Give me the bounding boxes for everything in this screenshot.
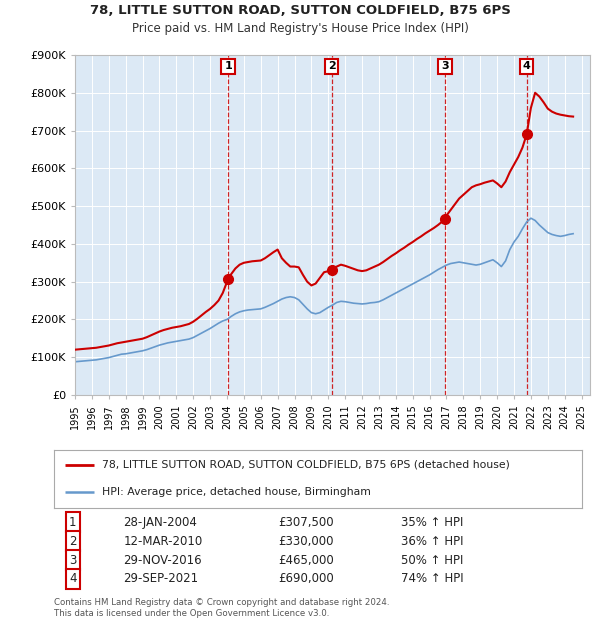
Text: £465,000: £465,000	[278, 554, 334, 567]
Text: 29-NOV-2016: 29-NOV-2016	[124, 554, 202, 567]
Text: This data is licensed under the Open Government Licence v3.0.: This data is licensed under the Open Gov…	[54, 609, 329, 618]
Text: 78, LITTLE SUTTON ROAD, SUTTON COLDFIELD, B75 6PS: 78, LITTLE SUTTON ROAD, SUTTON COLDFIELD…	[89, 4, 511, 17]
Text: £690,000: £690,000	[278, 572, 334, 585]
Text: 2: 2	[328, 61, 335, 71]
Text: 4: 4	[523, 61, 530, 71]
Text: 2: 2	[69, 534, 76, 547]
Text: £330,000: £330,000	[278, 534, 334, 547]
Text: 4: 4	[69, 572, 76, 585]
Text: 12-MAR-2010: 12-MAR-2010	[124, 534, 203, 547]
Text: 3: 3	[441, 61, 449, 71]
Text: 28-JAN-2004: 28-JAN-2004	[124, 516, 197, 529]
Text: Contains HM Land Registry data © Crown copyright and database right 2024.: Contains HM Land Registry data © Crown c…	[54, 598, 389, 607]
Text: 35% ↑ HPI: 35% ↑ HPI	[401, 516, 463, 529]
Text: 74% ↑ HPI: 74% ↑ HPI	[401, 572, 464, 585]
Text: 50% ↑ HPI: 50% ↑ HPI	[401, 554, 463, 567]
Text: HPI: Average price, detached house, Birmingham: HPI: Average price, detached house, Birm…	[101, 487, 370, 497]
Text: 1: 1	[69, 516, 76, 529]
Text: 1: 1	[224, 61, 232, 71]
Text: 36% ↑ HPI: 36% ↑ HPI	[401, 534, 464, 547]
Text: 3: 3	[69, 554, 76, 567]
Text: £307,500: £307,500	[278, 516, 334, 529]
Text: Price paid vs. HM Land Registry's House Price Index (HPI): Price paid vs. HM Land Registry's House …	[131, 22, 469, 35]
Text: 29-SEP-2021: 29-SEP-2021	[124, 572, 199, 585]
Text: 78, LITTLE SUTTON ROAD, SUTTON COLDFIELD, B75 6PS (detached house): 78, LITTLE SUTTON ROAD, SUTTON COLDFIELD…	[101, 459, 509, 469]
